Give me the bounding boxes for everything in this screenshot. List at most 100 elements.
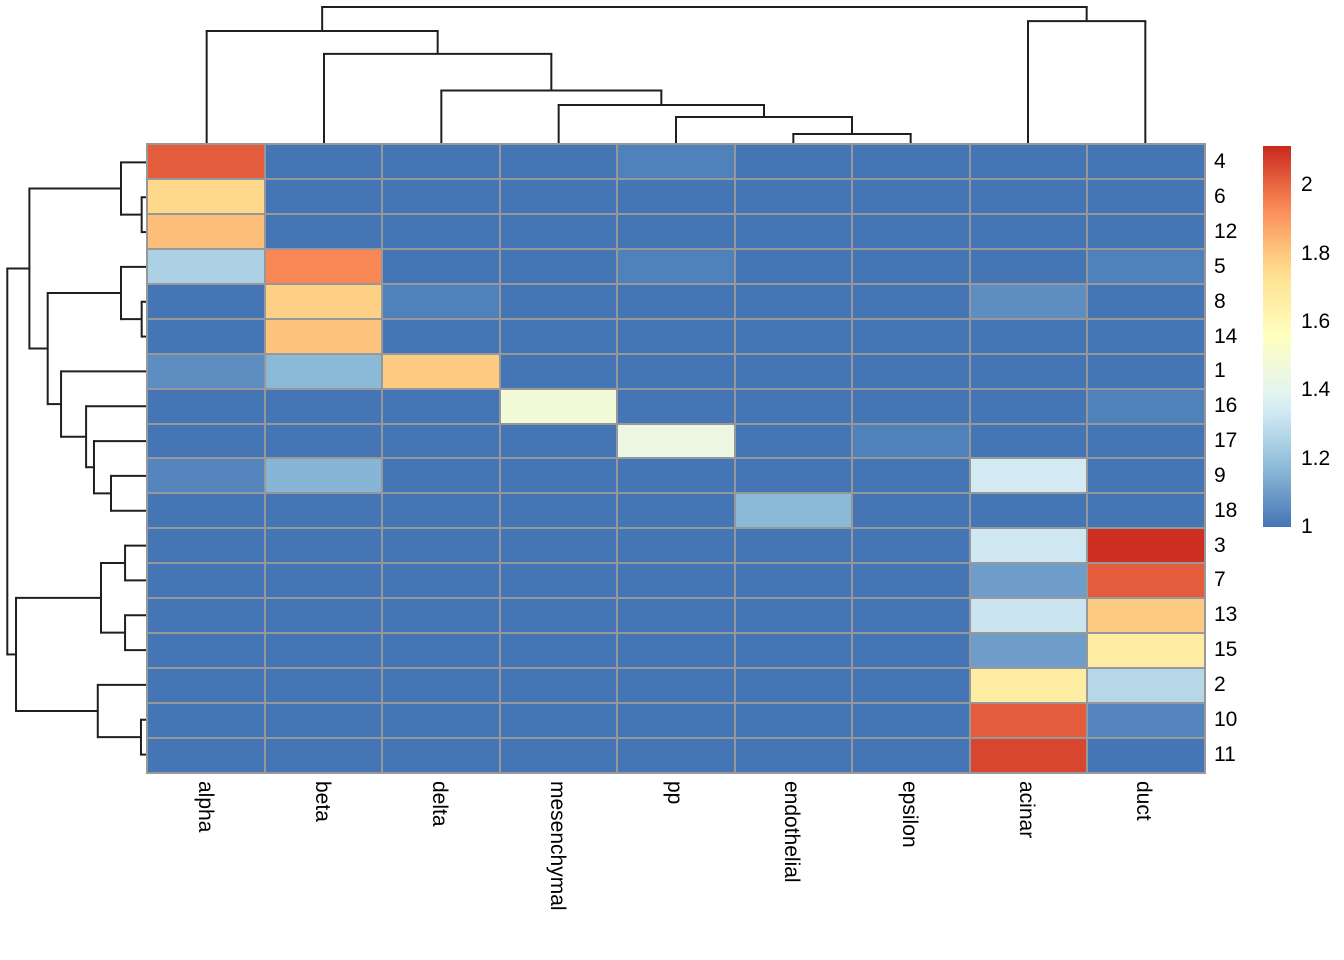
heatmap-cell — [1088, 669, 1204, 703]
row-label: 5 — [1214, 254, 1226, 278]
heatmap-cell — [853, 389, 969, 423]
heatmap-cell — [853, 145, 969, 178]
heatmap-cell — [383, 389, 499, 423]
heatmap-cell — [853, 704, 969, 738]
heatmap-cell — [735, 179, 852, 213]
row-label: 8 — [1214, 289, 1226, 313]
row-label: 4 — [1214, 150, 1226, 174]
heatmap-cell — [265, 564, 382, 598]
heatmap-cell — [618, 424, 734, 458]
heatmap-cell — [383, 459, 499, 493]
heatmap-cell — [500, 669, 617, 703]
heatmap-cell — [500, 249, 617, 283]
row-label: 14 — [1214, 324, 1238, 348]
heatmap-cell — [853, 739, 969, 772]
heatmap-cell — [265, 389, 382, 423]
heatmap-cell — [500, 494, 617, 528]
heatmap-grid — [146, 143, 1206, 774]
heatmap-cell — [853, 319, 969, 353]
heatmap-cell — [265, 704, 382, 738]
heatmap-cell — [500, 704, 617, 738]
heatmap-cell — [383, 179, 499, 213]
row-label: 16 — [1214, 394, 1238, 418]
column-label: alpha — [193, 781, 217, 833]
heatmap-cell — [735, 669, 852, 703]
row-label: 9 — [1214, 463, 1226, 487]
heatmap-cell — [383, 529, 499, 563]
heatmap-cell — [618, 179, 734, 213]
heatmap-cell — [853, 214, 969, 248]
heatmap-cell — [735, 319, 852, 353]
heatmap-cell — [735, 529, 852, 563]
row-label: 12 — [1214, 220, 1238, 244]
heatmap-cell — [618, 284, 734, 318]
heatmap-cell — [970, 145, 1087, 178]
heatmap-cell — [618, 634, 734, 668]
heatmap-cell — [1088, 529, 1204, 563]
legend-tick-label: 1.6 — [1301, 309, 1331, 333]
heatmap-cell — [853, 179, 969, 213]
heatmap-cell — [500, 634, 617, 668]
heatmap-cell — [148, 704, 264, 738]
heatmap-cell — [500, 599, 617, 633]
column-label: beta — [311, 781, 334, 822]
heatmap-cell — [265, 354, 382, 388]
heatmap-cell — [500, 319, 617, 353]
heatmap-cell — [618, 214, 734, 248]
heatmap-cell — [853, 634, 969, 668]
heatmap-cell — [1088, 564, 1204, 598]
heatmap-cell — [853, 284, 969, 318]
heatmap-cell — [148, 179, 264, 213]
legend-tick-label: 1 — [1301, 515, 1313, 538]
column-label: duct — [1132, 781, 1156, 821]
heatmap-cell — [853, 564, 969, 598]
row-label: 6 — [1214, 185, 1226, 209]
heatmap-cell — [853, 249, 969, 283]
row-label: 1 — [1214, 359, 1226, 383]
heatmap-cell — [618, 459, 734, 493]
heatmap-cell — [383, 739, 499, 772]
heatmap-cell — [383, 599, 499, 633]
heatmap-cell — [383, 354, 499, 388]
heatmap-cell — [265, 494, 382, 528]
heatmap-cell — [735, 284, 852, 318]
heatmap-cell — [383, 249, 499, 283]
heatmap-cell — [970, 669, 1087, 703]
heatmap-cell — [265, 634, 382, 668]
heatmap-cell — [383, 424, 499, 458]
legend-tick-label: 1.8 — [1301, 241, 1331, 265]
heatmap-cell — [500, 459, 617, 493]
heatmap-cell — [618, 739, 734, 772]
heatmap-cell — [265, 214, 382, 248]
column-label: pp — [663, 781, 686, 805]
column-label: delta — [428, 781, 452, 827]
heatmap-cell — [970, 179, 1087, 213]
heatmap-cell — [383, 634, 499, 668]
heatmap-cell — [735, 145, 852, 178]
heatmap-cell — [265, 319, 382, 353]
heatmap-cell — [383, 319, 499, 353]
heatmap-cell — [1088, 599, 1204, 633]
heatmap-cell — [618, 704, 734, 738]
row-label: 10 — [1214, 707, 1238, 731]
heatmap-cell — [618, 669, 734, 703]
heatmap-cell — [500, 284, 617, 318]
heatmap-cell — [1088, 494, 1204, 528]
heatmap-cell — [735, 634, 852, 668]
heatmap-cell — [735, 494, 852, 528]
column-label: epsilon — [897, 781, 921, 848]
heatmap-cell — [148, 249, 264, 283]
column-label: endothelial — [780, 781, 804, 883]
heatmap-cell — [735, 739, 852, 772]
heatmap-cell — [383, 564, 499, 598]
heatmap-cell — [500, 389, 617, 423]
heatmap-cell — [1088, 214, 1204, 248]
heatmap-cell — [970, 214, 1087, 248]
heatmap-cell — [148, 634, 264, 668]
heatmap-cell — [500, 739, 617, 772]
heatmap-cell — [735, 354, 852, 388]
heatmap-cell — [970, 634, 1087, 668]
heatmap-cell — [853, 424, 969, 458]
heatmap-cell — [853, 669, 969, 703]
